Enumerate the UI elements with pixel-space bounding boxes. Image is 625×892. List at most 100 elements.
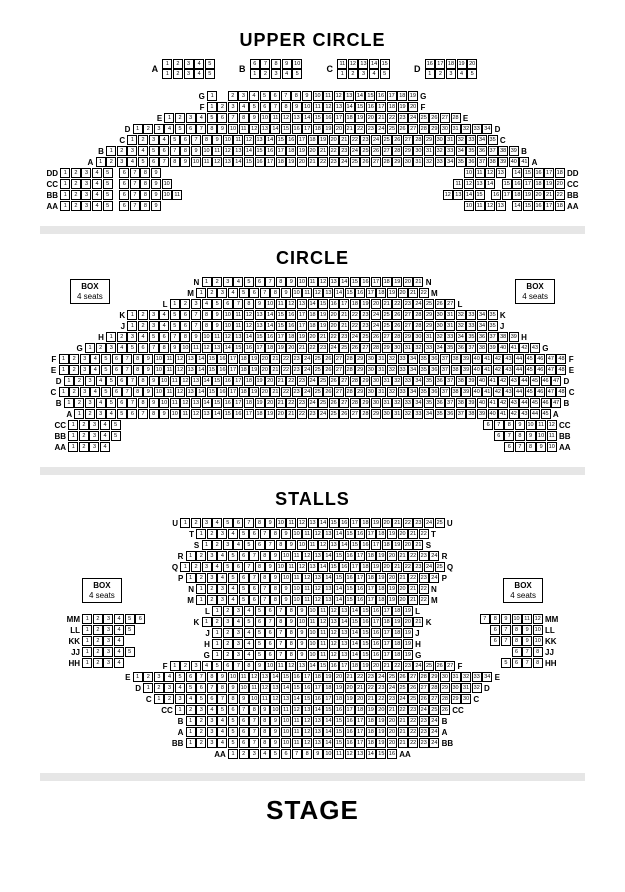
seat[interactable]: 14 [345,102,355,112]
seat[interactable]: 30 [435,135,445,145]
seat[interactable]: 28 [345,387,355,397]
seat[interactable]: 6 [270,91,280,101]
seat[interactable]: 10 [281,551,291,561]
seat[interactable]: 20 [382,518,392,528]
seat[interactable]: 19 [371,518,381,528]
seat[interactable]: 10 [154,387,164,397]
seat[interactable]: 18 [512,190,522,200]
seat[interactable]: 37 [445,376,455,386]
seat[interactable]: 35 [456,157,466,167]
seat[interactable]: 17 [371,540,381,550]
seat[interactable]: 43 [530,343,540,353]
seat[interactable]: 22 [329,332,339,342]
seat[interactable]: 22 [419,595,429,605]
seat[interactable]: 1 [250,69,260,79]
seat[interactable]: 15 [281,672,291,682]
seat[interactable]: 7 [130,168,140,178]
seat[interactable]: 19 [249,365,259,375]
seat[interactable]: 4 [228,288,238,298]
seat[interactable]: 5 [170,135,180,145]
seat[interactable]: 36 [429,387,439,397]
seat[interactable]: 11 [308,540,318,550]
seat[interactable]: 6 [249,584,259,594]
seat[interactable]: 10 [308,606,318,616]
seat[interactable]: 23 [360,321,370,331]
seat[interactable]: 25 [350,157,360,167]
seat[interactable]: 1 [186,738,196,748]
seat[interactable]: 2 [196,716,206,726]
seat[interactable]: 14 [369,59,379,69]
seat[interactable]: 48 [556,365,566,375]
seat[interactable]: 13 [186,354,196,364]
seat[interactable]: 25 [318,376,328,386]
seat[interactable]: 30 [413,146,423,156]
seat[interactable]: 6 [512,658,522,668]
seat[interactable]: 17 [544,168,554,178]
seat[interactable]: 33 [398,354,408,364]
seat[interactable]: 2 [348,69,358,79]
seat[interactable]: 6 [490,625,500,635]
seat[interactable]: 20 [334,672,344,682]
seat[interactable]: 10 [162,179,172,189]
seat[interactable]: 20 [387,551,397,561]
seat[interactable]: 15 [345,584,355,594]
seat[interactable]: 14 [270,124,280,134]
seat[interactable]: 22 [286,398,296,408]
seat[interactable]: 15 [523,168,533,178]
seat[interactable]: 15 [365,91,375,101]
seat[interactable]: 20 [260,365,270,375]
seat[interactable]: 4 [90,387,100,397]
seat[interactable]: 8 [140,179,150,189]
seat[interactable]: 9 [297,650,307,660]
seat[interactable]: 17 [323,694,333,704]
seat[interactable]: 11 [233,135,243,145]
seat[interactable]: 1 [133,672,143,682]
seat[interactable]: 1 [186,551,196,561]
seat[interactable]: 48 [556,354,566,364]
seat[interactable]: 9 [149,376,159,386]
seat[interactable]: 13 [308,562,318,572]
seat[interactable]: 47 [546,365,556,375]
seat[interactable]: 11 [233,321,243,331]
seat[interactable]: 36 [435,398,445,408]
seat[interactable]: 1 [162,69,172,79]
seat[interactable]: 29 [440,683,450,693]
seat[interactable]: 20 [371,661,381,671]
seat[interactable]: 5 [170,310,180,320]
seat[interactable]: 17 [334,113,344,123]
seat[interactable]: 18 [397,91,407,101]
seat[interactable]: 22 [366,683,376,693]
seat[interactable]: 5 [101,365,111,375]
seat[interactable]: 21 [408,288,418,298]
seat[interactable]: 24 [429,716,439,726]
seat[interactable]: 8 [228,694,238,704]
seat[interactable]: 13 [281,694,291,704]
seat[interactable]: 19 [334,683,344,693]
seat[interactable]: 19 [387,595,397,605]
seat[interactable]: 5 [170,321,180,331]
seat[interactable]: 12 [348,59,358,69]
seat[interactable]: 5 [101,354,111,364]
seat[interactable]: 4 [217,573,227,583]
seat[interactable]: 12 [329,639,339,649]
seat[interactable]: 33 [445,332,455,342]
seat[interactable]: 14 [350,650,360,660]
seat[interactable]: 13 [323,595,333,605]
seat[interactable]: 2 [93,614,103,624]
seat[interactable]: 37 [466,343,476,353]
seat[interactable]: 1 [154,694,164,704]
seat[interactable]: 18 [323,683,333,693]
seat[interactable]: 17 [255,343,265,353]
seat[interactable]: 31 [382,398,392,408]
seat[interactable]: 3 [154,672,164,682]
seat[interactable]: 3 [103,658,113,668]
seat[interactable]: 2 [223,628,233,638]
seat[interactable]: 22 [281,387,291,397]
seat[interactable]: 17 [350,562,360,572]
seat[interactable]: 17 [313,683,323,693]
seat[interactable]: 1 [228,749,238,759]
seat[interactable]: 34 [482,672,492,682]
seat[interactable]: 11 [239,672,249,682]
seat[interactable]: 20 [467,59,477,69]
seat[interactable]: 22 [408,727,418,737]
